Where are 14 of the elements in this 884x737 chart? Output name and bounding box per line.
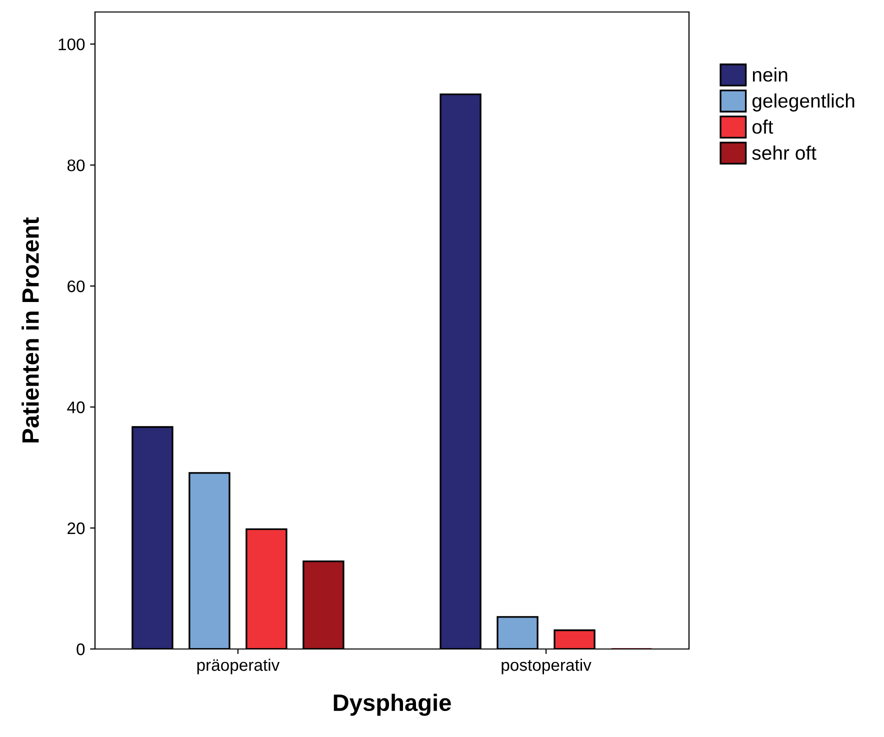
x-axis-title: Dysphagie — [334, 694, 451, 716]
x-tick-label: postoperativ — [502, 658, 592, 674]
legend-label: sehr oft — [752, 146, 816, 160]
y-tick-label: 40 — [67, 401, 85, 414]
y-axis-title: Patienten in Prozent — [22, 217, 39, 442]
legend-label: gelegentlich — [752, 93, 854, 112]
y-tick-label: 100 — [58, 38, 85, 50]
legend-label: oft — [752, 120, 774, 134]
y-tick-label: 0 — [76, 643, 85, 656]
legend-label: nein — [752, 67, 788, 82]
x-tick-label: präoperativ — [197, 658, 280, 674]
y-tick-label: 60 — [68, 280, 85, 292]
y-tick-label: 80 — [67, 159, 85, 172]
y-tick-label: 20 — [68, 522, 85, 534]
